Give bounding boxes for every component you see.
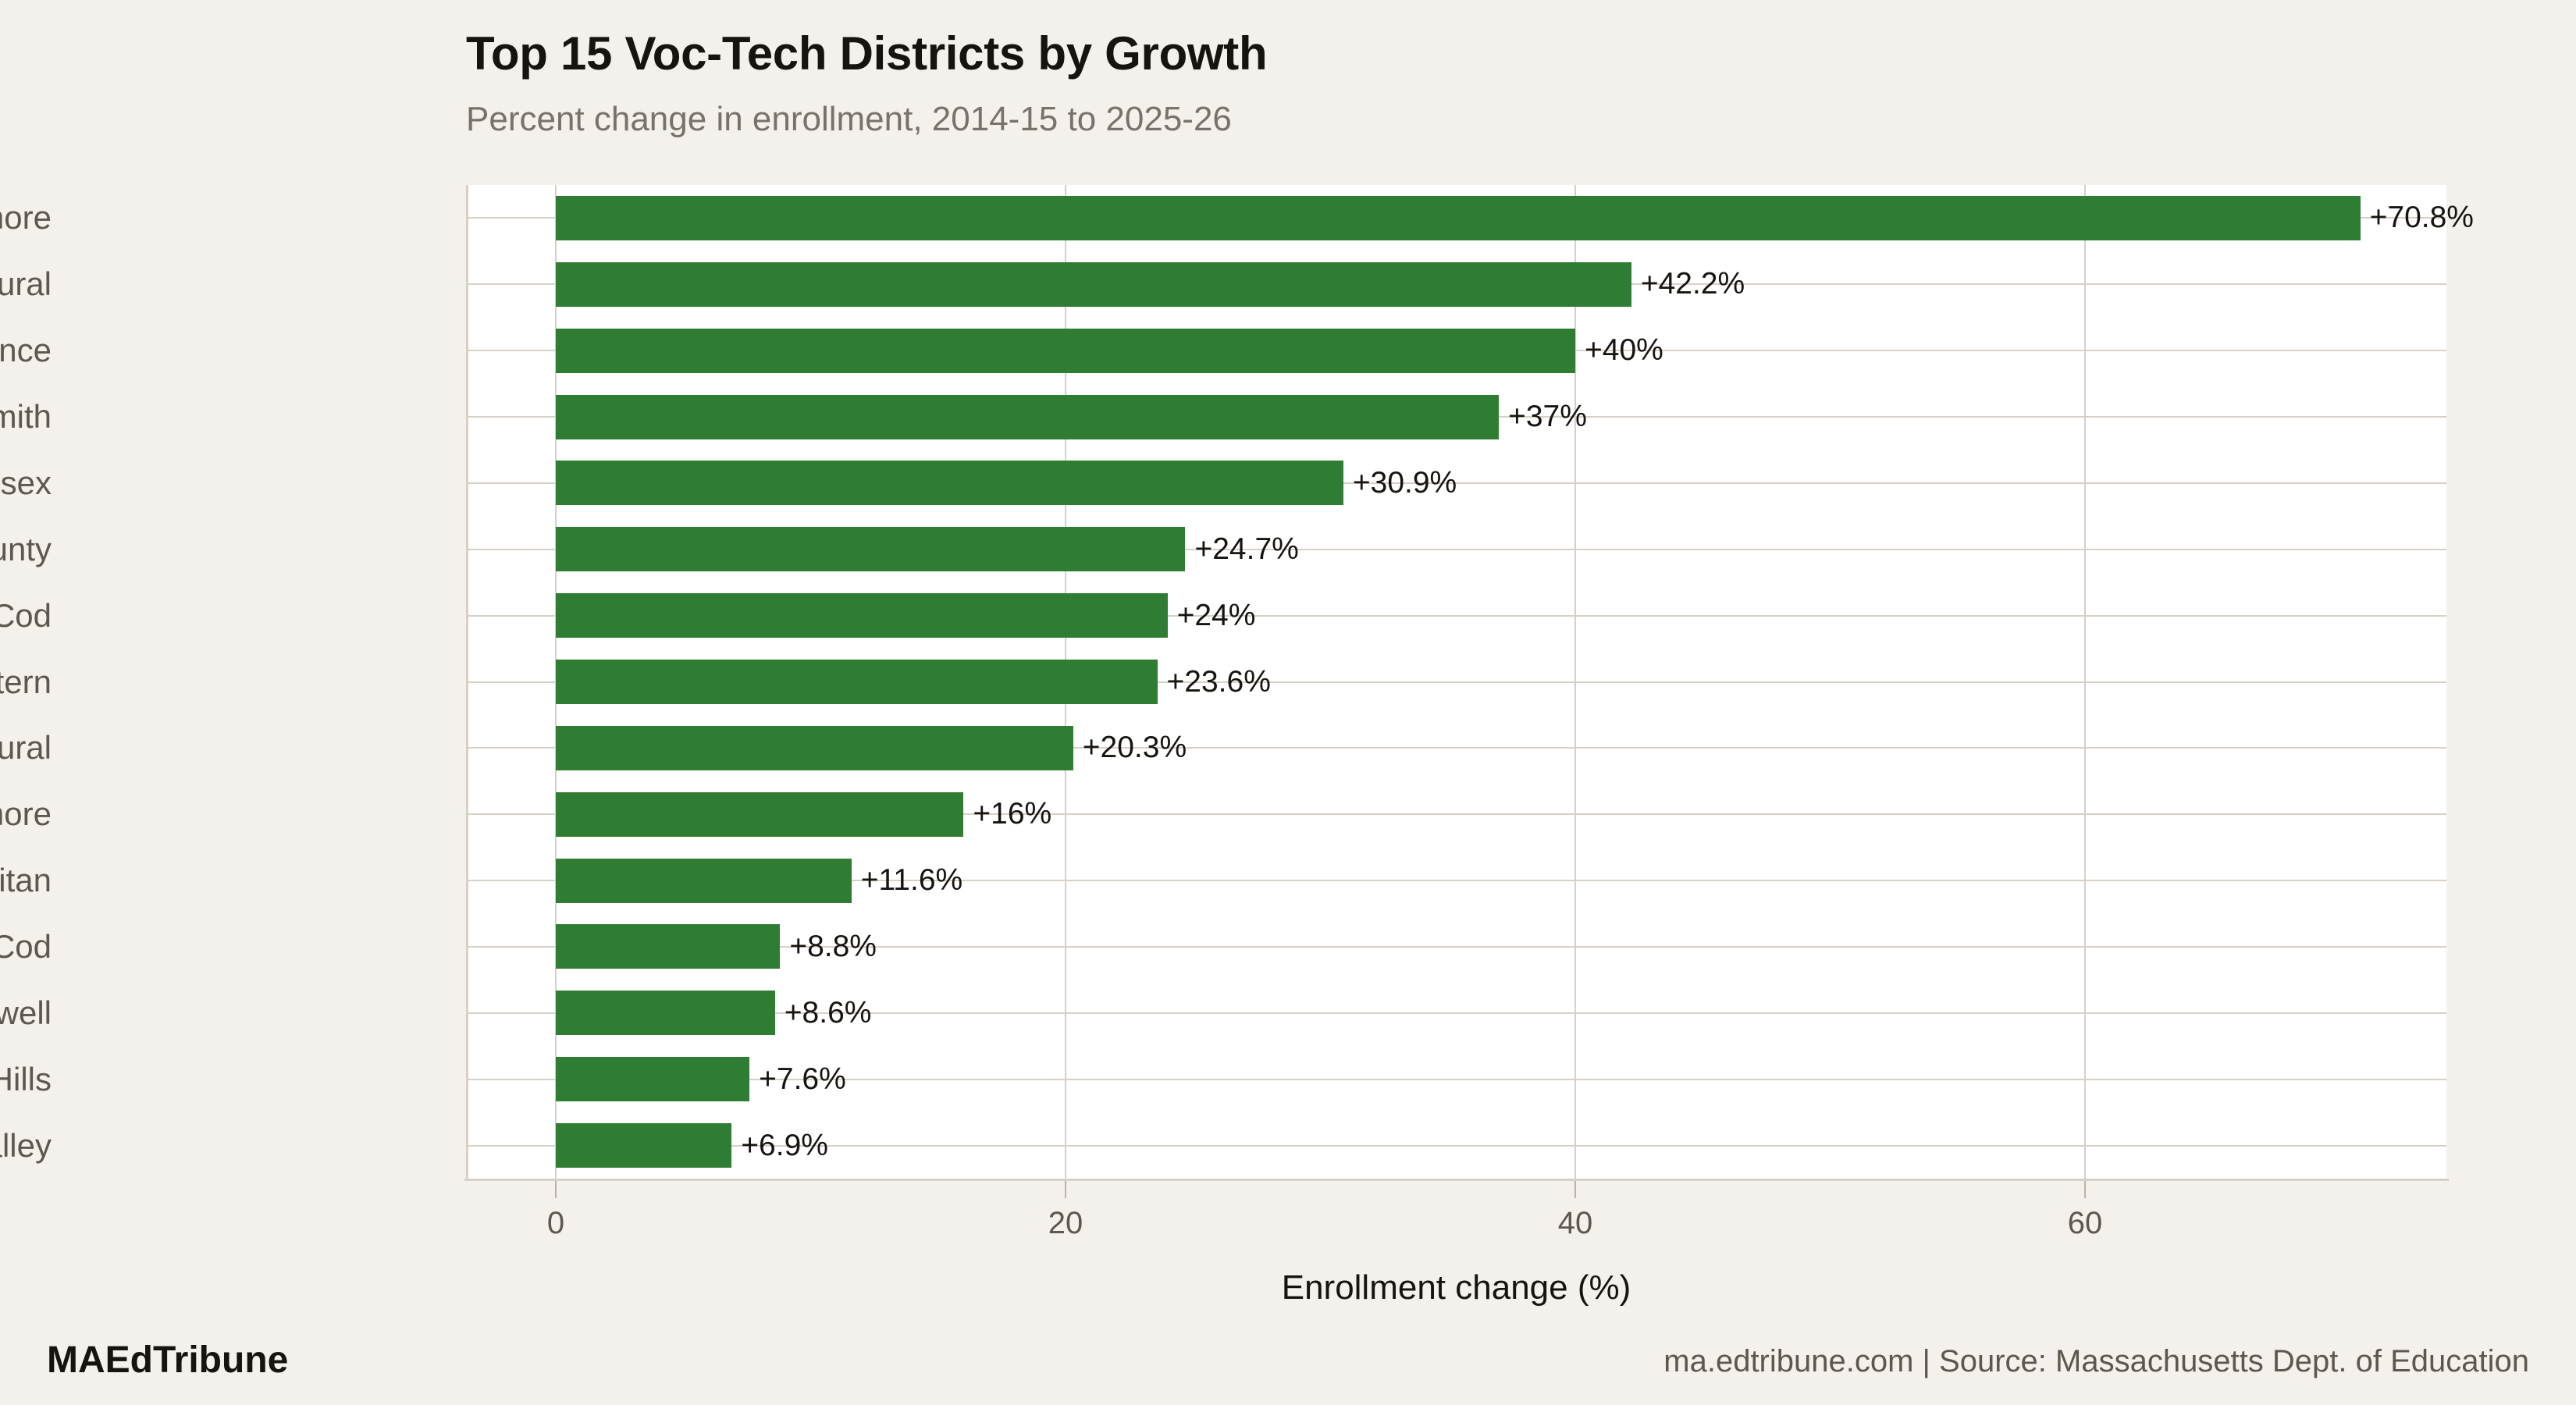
category-label: Cape Cod [0,927,52,965]
gridline-vertical [2084,185,2086,1179]
category-label: Franklin County [0,530,52,567]
x-axis-tick-mark [2084,1181,2086,1198]
category-label: Bristol Co. Agricultural [0,265,52,303]
bar[interactable] [556,1123,732,1168]
x-axis-tick-mark [1574,1181,1576,1198]
category-label: Blue Hills [0,1060,52,1097]
category-label: Greater Lawrence [0,332,52,369]
page-title: Top 15 Voc-Tech Districts by Growth [466,27,1268,80]
bar[interactable] [556,924,781,969]
category-label: Greater Lowell [0,994,52,1031]
x-axis-tick-label: 60 [2067,1206,2103,1240]
category-label: Norfolk Co. Agricultural [0,729,52,767]
bar-value-label: +8.6% [784,995,872,1030]
bar-value-label: +24% [1176,598,1256,632]
category-label: Essex North Shore [0,199,52,237]
bar-value-label: +70.8% [2369,201,2474,235]
x-axis-line [464,1179,2449,1181]
bar-value-label: +16% [973,797,1052,831]
gridline-horizontal [466,945,2446,948]
gridline-horizontal [466,880,2446,882]
gridline-horizontal [466,548,2446,550]
footer-brand: MAEdTribune [47,1339,289,1381]
bar[interactable] [556,725,1073,770]
gridline-horizontal [466,813,2446,816]
x-axis-title: Enrollment change (%) [1281,1268,1631,1307]
bar[interactable] [556,991,775,1036]
bar-value-label: +11.6% [860,863,963,898]
bar-value-label: +23.6% [1166,664,1271,699]
bar-value-label: +7.6% [759,1062,846,1096]
x-axis-tick-label: 20 [1048,1206,1083,1240]
bar[interactable] [556,1057,750,1102]
category-label: Northampton-Smith [0,398,52,436]
bar-value-label: +24.7% [1194,532,1299,566]
bar-value-label: +8.8% [789,929,877,963]
x-axis-tick-label: 40 [1557,1206,1593,1240]
gridline-vertical [1574,185,1576,1179]
bar[interactable] [556,261,1631,307]
footer-source: ma.edtribune.com | Source: Massachusetts… [1663,1344,2529,1378]
category-label: Upper Cape Cod [0,596,52,634]
bar-value-label: +6.9% [741,1128,828,1162]
category-label: Southeastern [0,663,52,700]
category-label: Assabet Valley [0,1126,52,1164]
bar-value-label: +20.3% [1082,731,1187,765]
x-axis-tick-mark [555,1181,557,1198]
gridline-horizontal [466,681,2446,683]
category-label: South Middlesex [0,464,52,501]
gridline-horizontal [466,614,2446,617]
bar[interactable] [556,394,1500,439]
bar-value-label: +37% [1508,400,1587,434]
category-label: Northeast Metropolitan [0,862,52,899]
y-axis-line [466,185,468,1181]
bar[interactable] [556,328,1575,373]
category-label: South Shore [0,795,52,833]
bar-value-label: +40% [1585,333,1663,368]
bar[interactable] [556,195,2361,240]
bar[interactable] [556,791,964,837]
bar-value-label: +42.2% [1640,267,1745,301]
bar[interactable] [556,858,852,903]
bar[interactable] [556,593,1168,638]
gridline-horizontal [466,482,2446,484]
gridline-horizontal [466,1144,2446,1147]
gridline-horizontal [466,1012,2446,1014]
bar-value-label: +30.9% [1352,465,1457,500]
gridline-horizontal [466,747,2446,749]
bar[interactable] [556,527,1186,572]
bar[interactable] [556,461,1343,506]
bar[interactable] [556,660,1158,704]
gridline-horizontal [466,1078,2446,1080]
chart-subtitle: Percent change in enrollment, 2014-15 to… [466,100,1232,138]
x-axis-tick-mark [1065,1181,1066,1198]
x-axis-tick-label: 0 [546,1206,565,1240]
